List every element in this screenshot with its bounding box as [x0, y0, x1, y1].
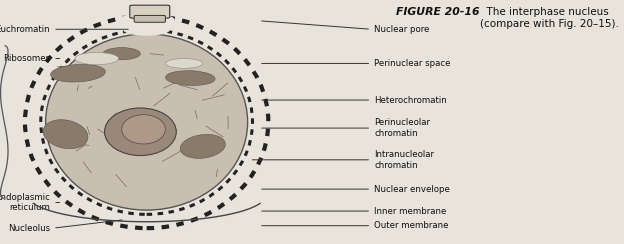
Text: Outer membrane: Outer membrane: [374, 221, 449, 230]
Ellipse shape: [51, 64, 105, 82]
Ellipse shape: [122, 115, 165, 144]
Text: Ribosomes: Ribosomes: [2, 54, 50, 63]
Text: Nuclear pore: Nuclear pore: [374, 25, 430, 34]
Text: Intranucleolar
chromatin: Intranucleolar chromatin: [374, 150, 434, 170]
Text: Euchromatin: Euchromatin: [0, 25, 50, 34]
Text: Inner membrane: Inner membrane: [374, 207, 447, 215]
Ellipse shape: [103, 48, 140, 60]
Text: Nuclear envelope: Nuclear envelope: [374, 185, 451, 193]
Text: Perinuclear space: Perinuclear space: [374, 59, 451, 68]
Ellipse shape: [75, 52, 119, 65]
Ellipse shape: [104, 108, 176, 156]
Text: Heterochromatin: Heterochromatin: [374, 96, 447, 104]
FancyBboxPatch shape: [130, 5, 170, 18]
FancyBboxPatch shape: [134, 15, 165, 22]
Ellipse shape: [123, 24, 170, 36]
Text: The interphase nucleus
(compare with Fig. 20–15).: The interphase nucleus (compare with Fig…: [480, 7, 620, 29]
Ellipse shape: [43, 120, 88, 149]
Ellipse shape: [46, 34, 248, 210]
Ellipse shape: [165, 59, 203, 68]
Text: Perinucleolar
chromatin: Perinucleolar chromatin: [374, 118, 431, 138]
Ellipse shape: [165, 71, 215, 85]
Ellipse shape: [180, 134, 225, 158]
Text: Endoplasmic
reticulum: Endoplasmic reticulum: [0, 193, 50, 212]
Ellipse shape: [119, 13, 175, 27]
Text: Nucleolus: Nucleolus: [7, 224, 50, 233]
Text: FIGURE 20-16: FIGURE 20-16: [396, 7, 480, 17]
